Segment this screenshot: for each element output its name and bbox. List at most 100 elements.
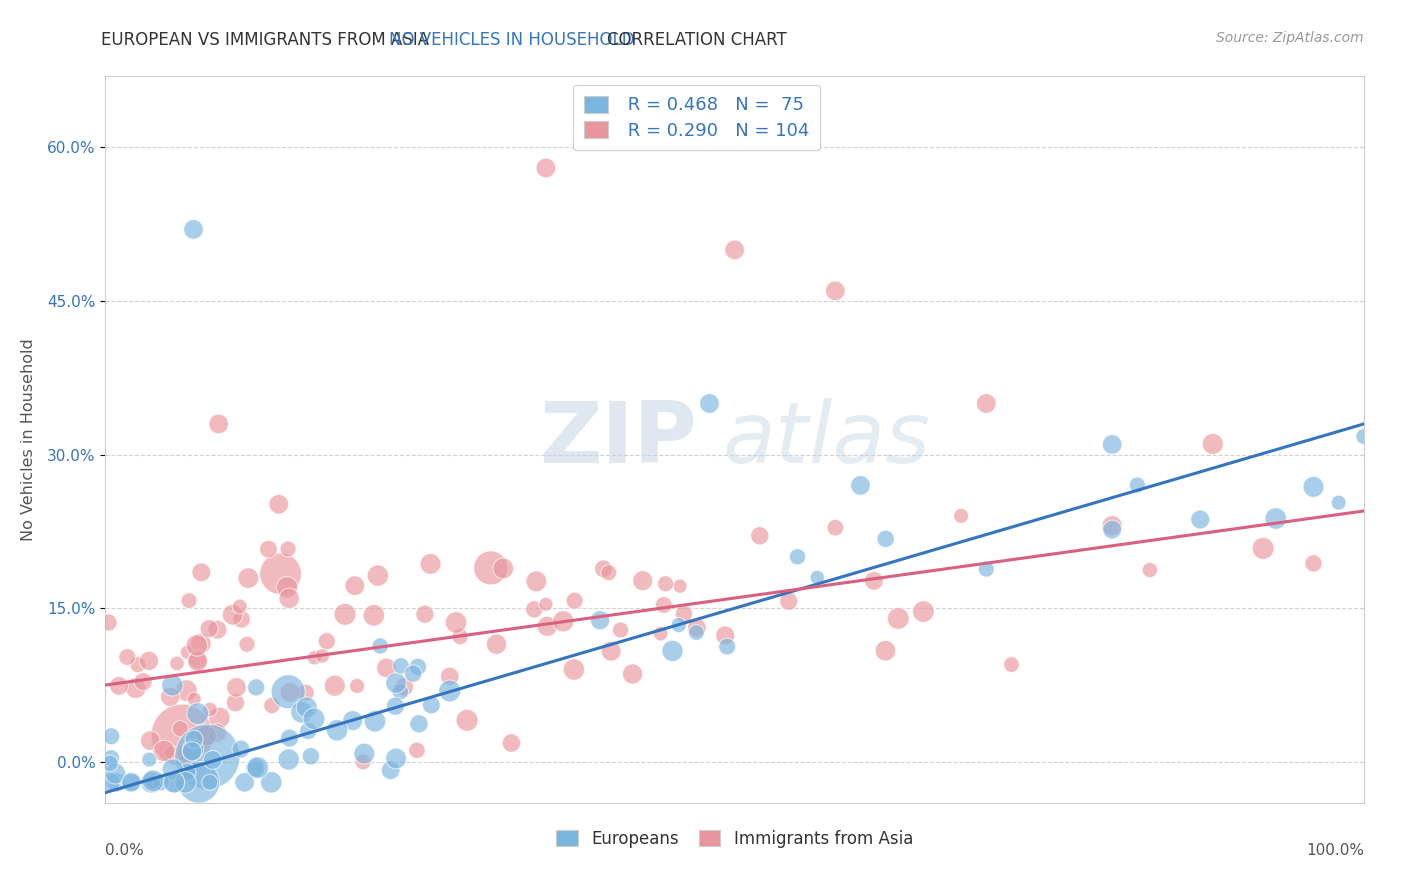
Point [187, 652, 209, 666]
Point [291, 705, 314, 719]
Point [668, 618, 690, 632]
Point [100, 729, 122, 743]
Point [714, 628, 737, 642]
Point [824, 284, 846, 298]
Point [420, 698, 443, 712]
Y-axis label: No Vehicles in Household: No Vehicles in Household [21, 338, 37, 541]
Point [1251, 541, 1274, 556]
Point [245, 761, 267, 775]
Point [553, 615, 575, 629]
Point [183, 692, 205, 706]
Point [243, 762, 266, 776]
Point [346, 679, 368, 693]
Point [389, 684, 412, 698]
Point [295, 686, 318, 700]
Point [1353, 429, 1375, 443]
Point [224, 696, 246, 710]
Point [439, 669, 461, 683]
Point [439, 684, 461, 698]
Point [177, 755, 200, 769]
Point [536, 619, 558, 633]
Point [408, 716, 430, 731]
Point [1126, 478, 1149, 492]
Legend: Europeans, Immigrants from Asia: Europeans, Immigrants from Asia [548, 822, 921, 856]
Point [176, 645, 198, 659]
Text: CORRELATION CHART: CORRELATION CHART [607, 31, 786, 49]
Point [1302, 557, 1324, 571]
Text: atlas: atlas [723, 398, 929, 481]
Point [353, 747, 375, 761]
Point [176, 765, 198, 780]
Point [260, 775, 283, 789]
Point [413, 607, 436, 622]
Point [385, 676, 408, 690]
Point [105, 775, 128, 789]
Point [295, 700, 318, 714]
Point [380, 764, 402, 778]
Point [598, 566, 620, 580]
Point [523, 602, 546, 616]
Point [190, 566, 212, 580]
Point [197, 749, 219, 764]
Point [100, 775, 122, 789]
Point [174, 775, 197, 789]
Point [304, 650, 326, 665]
Point [534, 597, 557, 611]
Point [672, 607, 695, 621]
Text: 0.0%: 0.0% [105, 843, 145, 858]
Point [149, 775, 172, 789]
Point [501, 736, 523, 750]
Point [609, 623, 631, 637]
Point [98, 756, 121, 771]
Point [104, 766, 127, 780]
Point [238, 571, 260, 585]
Point [333, 607, 356, 622]
Point [278, 591, 301, 606]
Point [228, 599, 250, 614]
Point [1302, 480, 1324, 494]
Point [1189, 512, 1212, 526]
Point [375, 661, 398, 675]
Point [208, 417, 231, 431]
Point [976, 562, 998, 576]
Point [562, 663, 585, 677]
Text: ZIP: ZIP [538, 398, 697, 481]
Point [201, 753, 224, 767]
Point [384, 699, 406, 714]
Point [142, 775, 165, 789]
Point [849, 478, 872, 492]
Point [163, 775, 186, 789]
Point [260, 698, 283, 713]
Point [524, 574, 547, 589]
Point [162, 763, 184, 777]
Point [172, 728, 194, 742]
Point [912, 605, 935, 619]
Point [621, 667, 644, 681]
Point [485, 637, 508, 651]
Point [449, 630, 471, 644]
Point [367, 568, 389, 582]
Point [342, 714, 364, 728]
Point [138, 753, 160, 767]
Point [117, 650, 139, 665]
Point [631, 574, 654, 588]
Point [479, 561, 502, 575]
Point [190, 637, 212, 651]
Point [600, 644, 623, 658]
Point [1000, 657, 1022, 672]
Point [169, 722, 191, 736]
Point [139, 733, 162, 747]
Point [187, 775, 209, 789]
Point [132, 674, 155, 689]
Point [195, 729, 218, 743]
Point [326, 723, 349, 738]
Point [205, 725, 228, 739]
Point [363, 608, 385, 623]
Point [142, 775, 165, 789]
Point [323, 679, 346, 693]
Point [343, 579, 366, 593]
Point [402, 666, 425, 681]
Point [176, 746, 198, 760]
Point [198, 775, 221, 789]
Point [198, 702, 221, 716]
